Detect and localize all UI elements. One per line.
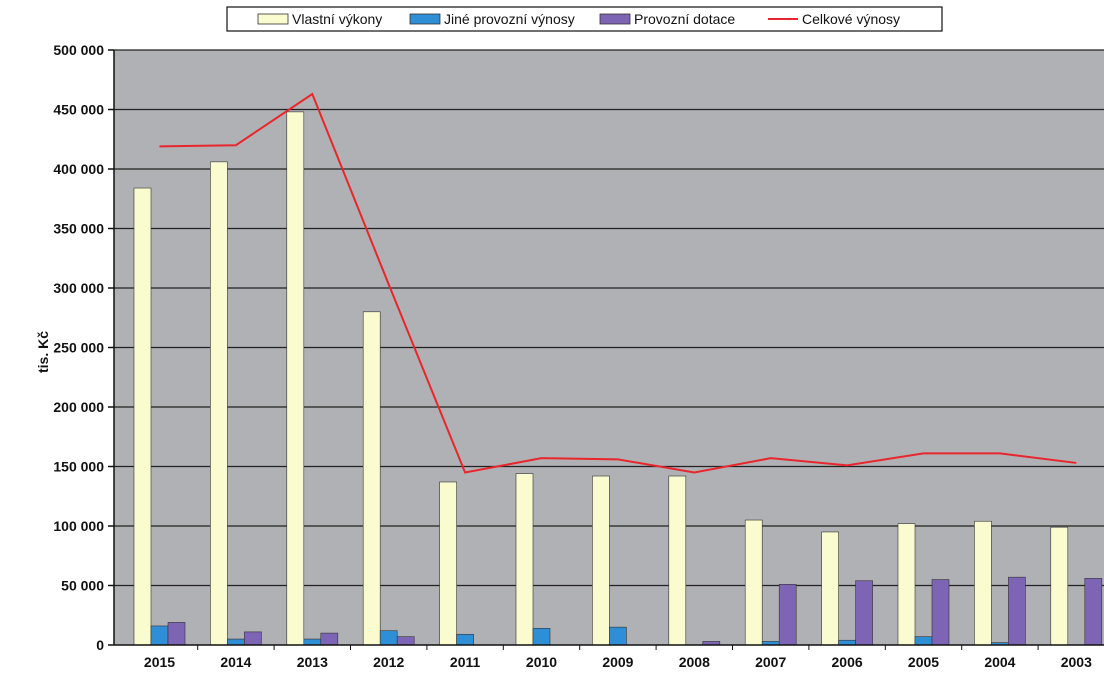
y-axis: 0 50 000 100 000 150 000 200 000 250 000 300 0… <box>53 42 115 653</box>
bar-vlastní-výkony <box>974 520 992 646</box>
bar-provozní-dotace <box>855 580 873 646</box>
bar-vlastní-výkony <box>668 475 687 646</box>
y-tick-label: 450 000 <box>53 102 104 118</box>
legend-swatch <box>409 13 441 25</box>
bar-provozní-dotace <box>931 579 950 646</box>
x-tick-label: 2003 <box>1061 654 1092 670</box>
y-tick-label: 200 000 <box>53 399 104 415</box>
x-tick-label: 2004 <box>984 654 1015 670</box>
bar-jiné-provozní-výnosy <box>609 626 627 646</box>
y-axis-label: tis. Kč <box>35 331 51 373</box>
bar-vlastní-výkony <box>439 481 457 646</box>
legend-label: Provozní dotace <box>634 11 735 27</box>
bar-jiné-provozní-výnosy <box>914 636 933 646</box>
legend-swatch <box>257 13 289 25</box>
bar-vlastní-výkony <box>897 523 916 646</box>
bar-jiné-provozní-výnosy <box>303 638 322 646</box>
bar-vlastní-výkony <box>592 475 610 646</box>
y-tick-label: 300 000 <box>53 280 104 296</box>
line-series <box>159 92 1077 474</box>
bar-vlastní-výkony <box>1050 526 1069 646</box>
bar-provozní-dotace <box>320 632 339 646</box>
bar-vlastní-výkony <box>362 311 381 646</box>
bar-jiné-provozní-výnosy <box>456 633 474 646</box>
legend-label: Celkové výnosy <box>802 11 900 27</box>
bar-vlastní-výkony <box>210 161 228 646</box>
x-tick-label: 2008 <box>679 654 710 670</box>
bar-vlastní-výkony <box>821 531 839 646</box>
x-tick-label: 2007 <box>755 654 786 670</box>
x-tick-label: 2005 <box>908 654 939 670</box>
plot-area <box>114 49 1104 646</box>
legend-box <box>226 6 943 32</box>
bar-vlastní-výkony <box>744 519 763 646</box>
bar-jiné-provozní-výnosy <box>532 628 551 646</box>
x-axis: 2015 2014 2013 2012 2011 2010 2009 2008 2007 2006… <box>114 644 1104 670</box>
bar-vlastní-výkony <box>515 473 534 646</box>
x-tick-label: 2015 <box>144 654 175 670</box>
bar-vlastní-výkony <box>133 187 152 646</box>
x-tick-label: 2006 <box>832 654 863 670</box>
y-tick-label: 350 000 <box>53 221 104 237</box>
legend-label: Jiné provozní výnosy <box>444 11 575 27</box>
bar-provozní-dotace <box>1008 576 1026 646</box>
bar-provozní-dotace <box>778 584 797 646</box>
legend-swatch <box>599 13 631 25</box>
x-tick-label: 2009 <box>602 654 633 670</box>
x-tick-label: 2014 <box>220 654 251 670</box>
x-tick-label: 2011 <box>450 654 481 670</box>
bar-jiné-provozní-výnosy <box>379 630 398 646</box>
y-tick-label: 50 000 <box>61 578 104 594</box>
y-tick-label: 250 000 <box>53 340 104 356</box>
x-tick-label: 2012 <box>373 654 404 670</box>
bar-provozní-dotace <box>167 622 186 646</box>
x-tick-label: 2013 <box>297 654 328 670</box>
y-tick-label: 500 000 <box>53 42 104 58</box>
bar-jiné-provozní-výnosy <box>227 638 245 646</box>
y-tick-label: 150 000 <box>53 459 104 475</box>
bar-provozní-dotace <box>244 631 262 646</box>
y-tick-label: 400 000 <box>53 161 104 177</box>
bar-provozní-dotace <box>396 636 415 646</box>
legend: Vlastní výkony Jiné provozní výnosy Provoz… <box>226 6 943 32</box>
x-tick-label: 2010 <box>526 654 557 670</box>
bar-vlastní-výkony <box>286 111 305 646</box>
bar-jiné-provozní-výnosy <box>150 625 169 646</box>
legend-label: Vlastní výkony <box>292 11 382 27</box>
y-tick-label: 100 000 <box>53 518 104 534</box>
bar-provozní-dotace <box>1084 578 1103 646</box>
y-tick-label: 0 <box>96 637 104 653</box>
